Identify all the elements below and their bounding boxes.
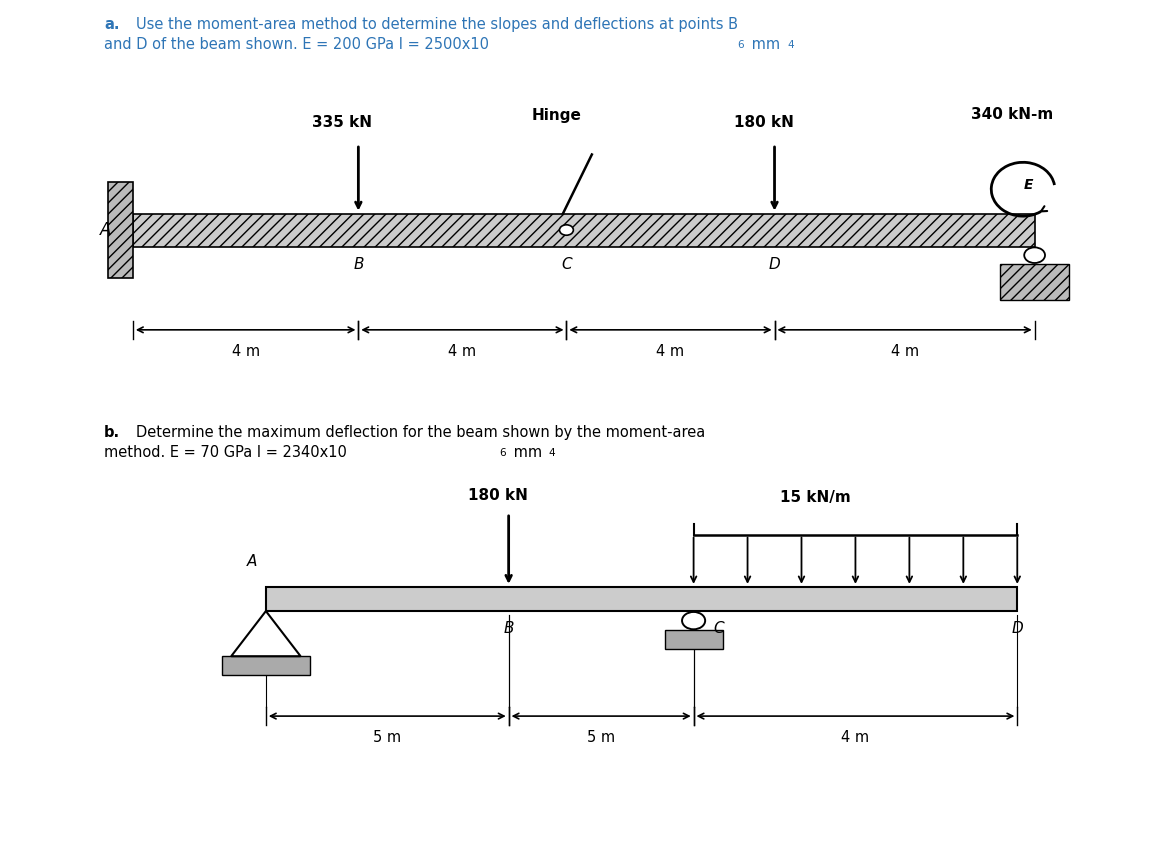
Text: 6: 6	[738, 40, 744, 50]
Text: C: C	[713, 621, 725, 636]
Text: A: A	[99, 221, 111, 239]
Circle shape	[682, 612, 705, 629]
Bar	[266, 587, 1017, 611]
Text: 5 m: 5 m	[373, 730, 401, 745]
Bar	[1000, 264, 1069, 300]
Text: 4 m: 4 m	[657, 344, 684, 358]
Text: D: D	[1012, 621, 1023, 636]
Text: 180 kN: 180 kN	[734, 115, 794, 130]
Text: A: A	[247, 554, 257, 569]
Text: 4: 4	[548, 448, 555, 458]
Text: 5 m: 5 m	[587, 730, 615, 745]
Text: mm: mm	[509, 445, 542, 460]
Bar	[133, 214, 1035, 247]
Text: C: C	[561, 257, 572, 272]
Text: a.: a.	[104, 17, 119, 32]
Text: 4: 4	[787, 40, 794, 50]
Text: b.: b.	[104, 425, 120, 440]
Bar	[108, 182, 133, 278]
Bar	[665, 630, 722, 649]
Text: mm: mm	[747, 37, 780, 52]
Text: Determine the maximum deflection for the beam shown by the moment-area: Determine the maximum deflection for the…	[136, 425, 705, 440]
Text: 4 m: 4 m	[842, 730, 869, 745]
Text: and D of the beam shown. E = 200 GPa I = 2500x10: and D of the beam shown. E = 200 GPa I =…	[104, 37, 489, 52]
Text: 6: 6	[499, 448, 506, 458]
Text: 15 kN/m: 15 kN/m	[780, 490, 851, 505]
Text: 180 kN: 180 kN	[468, 489, 528, 503]
Circle shape	[1024, 247, 1045, 263]
Text: 340 kN-m: 340 kN-m	[971, 107, 1053, 122]
Circle shape	[560, 225, 573, 235]
Text: B: B	[353, 257, 364, 272]
Text: D: D	[769, 257, 780, 272]
Text: Hinge: Hinge	[532, 108, 581, 123]
Text: 4 m: 4 m	[231, 344, 260, 358]
Text: 335 kN: 335 kN	[312, 115, 372, 130]
Text: E: E	[1024, 178, 1033, 192]
Text: Use the moment-area method to determine the slopes and deflections at points B: Use the moment-area method to determine …	[136, 17, 739, 32]
Text: method. E = 70 GPa I = 2340x10: method. E = 70 GPa I = 2340x10	[104, 445, 347, 460]
Text: B: B	[503, 621, 514, 636]
Bar	[222, 656, 310, 675]
Polygon shape	[231, 611, 301, 656]
Text: 4 m: 4 m	[449, 344, 476, 358]
Text: 4 m: 4 m	[890, 344, 919, 358]
